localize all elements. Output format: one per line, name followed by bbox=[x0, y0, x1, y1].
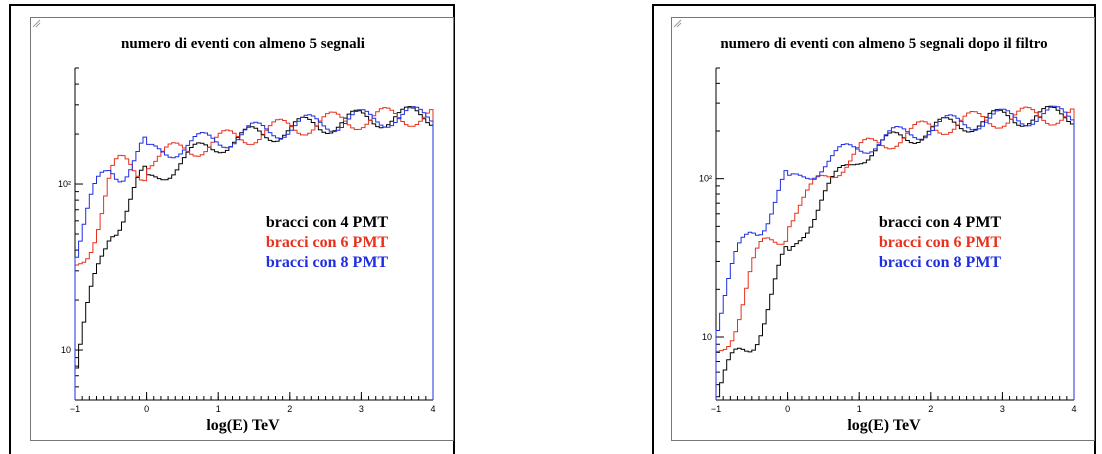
x-tick-label: 0 bbox=[785, 404, 790, 414]
chart-title: numero di eventi con almeno 5 segnali do… bbox=[720, 36, 1047, 52]
resize-grip-icon[interactable] bbox=[31, 18, 41, 28]
x-tick-label: 3 bbox=[359, 404, 364, 414]
x-tick-label: 3 bbox=[1000, 404, 1005, 414]
x-tick-label: 1 bbox=[857, 404, 862, 414]
series-line-4pmt bbox=[74, 106, 434, 400]
y-tick-label: 10² bbox=[699, 174, 712, 184]
x-tick-label: 1 bbox=[216, 404, 221, 414]
y-tick-label: 10 bbox=[61, 345, 71, 355]
series-line-4pmt bbox=[715, 105, 1075, 400]
series-line-8pmt bbox=[715, 105, 1075, 400]
x-tick-label: −1 bbox=[70, 404, 80, 414]
histogram-plot-right: numero di eventi con almeno 5 segnali do… bbox=[699, 36, 1077, 434]
x-tick-label: 0 bbox=[144, 404, 149, 414]
legend-entry: bracci con 6 PMT bbox=[879, 234, 1002, 251]
histogram-panel-right: numero di eventi con almeno 5 segnali do… bbox=[671, 17, 1095, 441]
histogram-panel-left: numero di eventi con almeno 5 segnali −1 0… bbox=[30, 17, 454, 441]
legend-entry: bracci con 8 PMT bbox=[879, 254, 1002, 271]
x-tick-label: −1 bbox=[711, 404, 721, 414]
histogram-plot-left: numero di eventi con almeno 5 segnali −1 0… bbox=[58, 36, 436, 434]
x-tick-label: 4 bbox=[430, 404, 435, 414]
x-tick-label: 2 bbox=[928, 404, 933, 414]
x-axis-label: log(E) TeV bbox=[206, 417, 280, 434]
chart-title: numero di eventi con almeno 5 segnali bbox=[121, 36, 365, 52]
legend-entry: bracci con 4 PMT bbox=[266, 214, 389, 231]
legend-entry: bracci con 4 PMT bbox=[879, 214, 1002, 231]
x-tick-label: 4 bbox=[1071, 404, 1076, 414]
y-tick-label: 10² bbox=[58, 179, 71, 189]
resize-grip-icon[interactable] bbox=[672, 18, 682, 28]
series-line-8pmt bbox=[74, 106, 434, 400]
legend-entry: bracci con 8 PMT bbox=[266, 254, 389, 271]
x-axis-label: log(E) TeV bbox=[847, 417, 921, 434]
legend-entry: bracci con 6 PMT bbox=[266, 234, 389, 251]
series-line-6pmt bbox=[715, 106, 1075, 400]
x-tick-label: 2 bbox=[287, 404, 292, 414]
y-tick-label: 10 bbox=[702, 332, 712, 342]
